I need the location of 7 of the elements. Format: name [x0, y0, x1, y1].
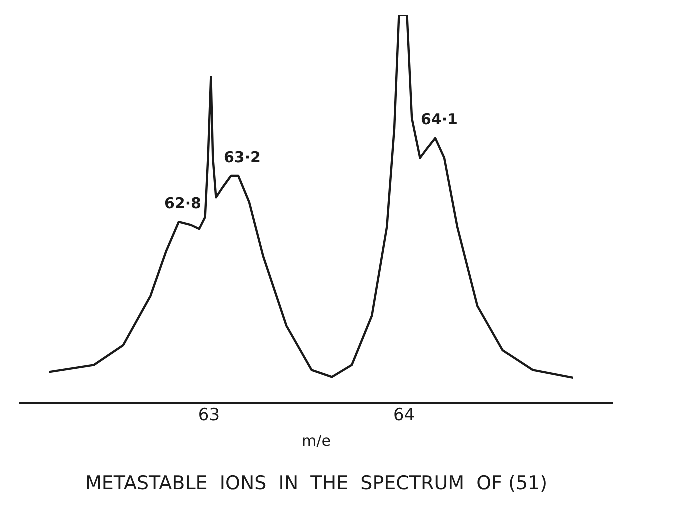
text: METASTABLE IONS IN THE SPECTRUM OF (51): [85, 472, 548, 495]
x-axis-title: m/e: [302, 432, 331, 450]
annotation: 64·1: [420, 110, 458, 129]
x-tick-label: 63: [198, 405, 220, 426]
x-tick-label: 64: [393, 405, 416, 426]
annotation: 63·2: [224, 148, 261, 166]
annotation: 62·8: [164, 194, 202, 212]
